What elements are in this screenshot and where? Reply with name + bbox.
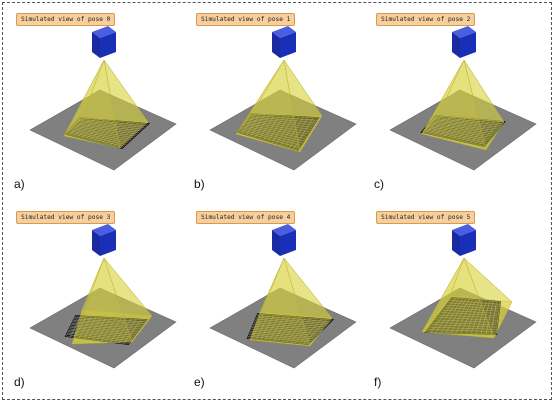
pose-1-sublabel: b) xyxy=(194,177,205,191)
board-grid-col xyxy=(121,123,149,149)
pose-4-caption: Simulated view of pose 4 xyxy=(196,211,296,224)
pose-0-scene xyxy=(29,26,177,171)
pose-2-caption: Simulated view of pose 2 xyxy=(376,13,476,26)
camera-right-face xyxy=(460,32,476,58)
pose-4-scene xyxy=(209,224,357,369)
camera-cube-icon xyxy=(452,224,476,256)
pose-5-scene xyxy=(389,224,537,369)
panel-pose-1: Simulated view of pose 1 b) xyxy=(186,6,364,200)
pose-3-sublabel: d) xyxy=(14,375,25,389)
camera-top-face xyxy=(92,224,116,236)
camera-top-face xyxy=(452,26,476,38)
camera-left-face xyxy=(272,32,280,58)
pose-5-caption: Simulated view of pose 5 xyxy=(376,211,476,224)
pose-2-scene xyxy=(389,26,537,171)
board-grid-col xyxy=(490,301,497,334)
board-grid-col xyxy=(495,301,501,335)
camera-left-face xyxy=(272,230,280,256)
panel-pose-5: Simulated view of pose 5 f) xyxy=(366,204,544,398)
pose-0-sublabel: a) xyxy=(14,177,25,191)
frustum-face xyxy=(249,257,285,341)
board-grid-col xyxy=(307,319,333,345)
camera-right-face xyxy=(280,230,296,256)
camera-left-face xyxy=(452,230,460,256)
camera-right-face xyxy=(100,32,116,58)
pose-4-sublabel: e) xyxy=(194,375,205,389)
panel-pose-2: Simulated view of pose 2 c) xyxy=(366,6,544,200)
pose-1-caption: Simulated view of pose 1 xyxy=(196,13,296,26)
camera-right-face xyxy=(280,32,296,58)
pose-1-scene xyxy=(209,26,357,171)
frustum-face xyxy=(421,257,465,333)
pose-0-caption: Simulated view of pose 0 xyxy=(16,13,116,26)
pose-5-sublabel: f) xyxy=(374,375,382,389)
frustum-face xyxy=(235,59,285,135)
pose-2-sublabel: c) xyxy=(374,177,384,191)
panel-pose-4: Simulated view of pose 4 e) xyxy=(186,204,364,398)
camera-cube-icon xyxy=(452,26,476,58)
camera-left-face xyxy=(92,230,100,256)
camera-top-face xyxy=(92,26,116,38)
camera-cube-icon xyxy=(92,224,116,256)
camera-right-face xyxy=(100,230,116,256)
camera-right-face xyxy=(460,230,476,256)
camera-top-face xyxy=(272,224,296,236)
frustum-face xyxy=(63,59,105,137)
board-grid-col xyxy=(297,117,319,151)
camera-cube-icon xyxy=(272,224,296,256)
figure-frame: Simulated view of pose 0 a) Simulated vi… xyxy=(2,2,552,400)
camera-left-face xyxy=(92,32,100,58)
pose-3-caption: Simulated view of pose 3 xyxy=(16,211,116,224)
board-grid-col xyxy=(117,123,144,148)
camera-cube-icon xyxy=(272,26,296,58)
frustum-face xyxy=(71,257,105,345)
frustum-face xyxy=(421,59,465,135)
camera-left-face xyxy=(452,32,460,58)
camera-top-face xyxy=(272,26,296,38)
panel-pose-3: Simulated view of pose 3 d) xyxy=(6,204,184,398)
panel-pose-0: Simulated view of pose 0 a) xyxy=(6,6,184,200)
board-grid-col xyxy=(483,121,505,147)
pose-3-scene xyxy=(29,224,177,369)
camera-top-face xyxy=(452,224,476,236)
camera-cube-icon xyxy=(92,26,116,58)
